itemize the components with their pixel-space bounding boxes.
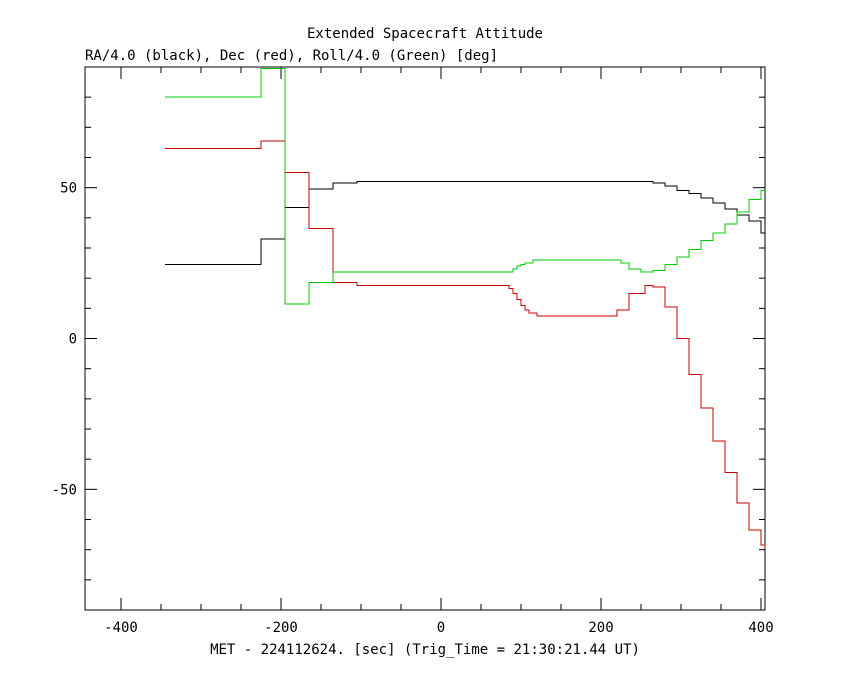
- x-tick-label: 200: [588, 620, 613, 636]
- x-axis-label: MET - 224112624. [sec] (Trig_Time = 21:3…: [210, 642, 640, 658]
- x-tick-label: -200: [264, 620, 298, 636]
- x-tick-label: -400: [104, 620, 138, 636]
- series-line-1: [165, 140, 766, 549]
- series-line-2: [165, 68, 765, 305]
- series-group: [165, 68, 766, 549]
- chart-title: Extended Spacecraft Attitude: [307, 26, 543, 42]
- y-tick-label: 0: [69, 332, 77, 348]
- x-tick-label: 400: [748, 620, 773, 636]
- y-tick-label: 50: [60, 181, 77, 197]
- series-line-0: [165, 181, 766, 266]
- axis-ticks: -400 -200 0 200 400 -50 0 50: [52, 67, 774, 636]
- chart-subtitle: RA/4.0 (black), Dec (red), Roll/4.0 (Gre…: [85, 48, 498, 64]
- y-tick-label: -50: [52, 482, 77, 498]
- x-tick-label: 0: [437, 620, 445, 636]
